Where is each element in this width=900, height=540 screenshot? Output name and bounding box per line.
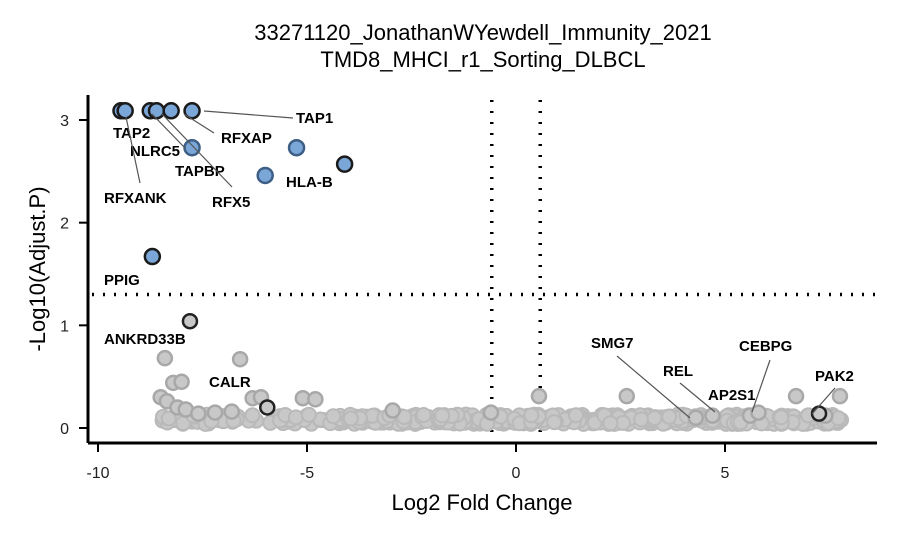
- nonsignificant-point: [434, 407, 451, 424]
- significant-points: [112, 102, 354, 266]
- y-tick-label: 2: [60, 216, 69, 233]
- significant-point: [116, 102, 134, 120]
- significant-point-rfxap: [162, 102, 180, 120]
- nonsignificant-point: [244, 407, 261, 424]
- x-tick-label: 5: [721, 465, 730, 482]
- label-connector: [679, 382, 716, 413]
- gene-label-pak2: PAK2: [815, 368, 854, 385]
- significant-point: [335, 155, 354, 173]
- nonsignificant-points: [152, 312, 850, 432]
- gene-label-cebpg: CEBPG: [739, 338, 792, 355]
- nonsignificant-point: [787, 387, 805, 405]
- labeled-point-rel: [704, 407, 721, 424]
- significant-point: [287, 138, 306, 157]
- significant-point-hla-b: [256, 166, 274, 185]
- nonsignificant-point: [415, 406, 432, 423]
- nonsignificant-point: [223, 403, 241, 420]
- label-connector: [203, 110, 294, 119]
- nonsignificant-point: [231, 350, 249, 368]
- nonsignificant-point: [173, 373, 190, 391]
- labeled-point-ankrd33b: [181, 312, 199, 330]
- nonsignificant-point: [160, 410, 177, 427]
- label-connector: [751, 359, 771, 413]
- labeled-point-calr: [259, 399, 276, 416]
- gene-label-rfx5: RFX5: [212, 194, 250, 211]
- gene-label-hla-b: HLA-B: [286, 174, 333, 191]
- nonsignificant-point: [546, 414, 563, 431]
- label-connector: [161, 113, 233, 188]
- x-tick-label: 0: [512, 465, 521, 482]
- label-connector: [151, 113, 186, 149]
- gene-label-rfxank: RFXANK: [104, 190, 167, 207]
- chart-title: 33271120_JonathanWYewdell_Immunity_2021: [254, 20, 711, 45]
- nonsignificant-point: [830, 410, 847, 427]
- label-connector: [183, 113, 215, 134]
- nonsignificant-point: [206, 404, 224, 421]
- nonsignificant-point: [646, 410, 663, 427]
- gene-label-rel: REL: [663, 363, 693, 380]
- nonsignificant-point: [307, 391, 324, 408]
- significant-point-ppig: [143, 247, 162, 266]
- labeled-point-smg7: [687, 409, 704, 426]
- nonsignificant-point: [300, 406, 317, 423]
- gene-label-smg7: SMG7: [591, 335, 634, 352]
- nonsignificant-point: [618, 387, 636, 405]
- nonsignificant-point: [482, 404, 500, 421]
- axis-ticks: -10 -5 0 5 0 1 2 3: [60, 113, 729, 482]
- label-connector: [811, 387, 836, 415]
- nonsignificant-point: [567, 407, 584, 424]
- gene-labels: TAP2NLRC5RFXAPTAP1TAPBPHLA-BPPIGANKRD33B…: [104, 110, 854, 419]
- nonsignificant-point: [530, 387, 548, 405]
- labeled-point-cebpg: [750, 404, 767, 421]
- nonsignificant-point: [342, 410, 359, 427]
- nonsignificant-point: [523, 407, 540, 424]
- significant-point-tapbp: [183, 138, 201, 157]
- y-tick-label: 0: [60, 421, 69, 438]
- x-tick-label: -5: [300, 465, 314, 482]
- nonsignificant-point: [602, 415, 619, 432]
- gene-label-rfxap: RFXAP: [221, 130, 272, 147]
- significant-point-tap1: [183, 102, 201, 120]
- y-tick-label: 1: [60, 318, 69, 335]
- nonsignificant-point: [633, 411, 650, 428]
- x-axis-title: Log2 Fold Change: [391, 490, 572, 515]
- gene-label-ppig: PPIG: [104, 272, 140, 289]
- nonsignificant-point: [156, 349, 174, 367]
- nonsignificant-point: [384, 402, 401, 419]
- threshold-lines: [92, 100, 877, 440]
- nonsignificant-point: [831, 387, 849, 405]
- label-connector: [616, 355, 691, 419]
- label-connector: [125, 116, 141, 184]
- nonsignificant-point: [287, 409, 304, 426]
- significant-point-nlrc5: [147, 102, 166, 120]
- y-tick-label: 3: [60, 113, 69, 130]
- y-axis-title: -Log10(Adjust.P): [25, 186, 50, 351]
- gene-label-ankrd33b: ANKRD33B: [104, 331, 186, 348]
- gene-label-nlrc5: NLRC5: [130, 143, 180, 160]
- nonsignificant-point: [661, 408, 678, 425]
- labeled-point-pak2: [810, 405, 828, 422]
- nonsignificant-point: [773, 409, 790, 426]
- nonsignificant-point: [190, 405, 207, 422]
- chart-subtitle: TMD8_MHCI_r1_Sorting_DLBCL: [320, 47, 645, 72]
- gene-label-tap2: TAP2: [113, 125, 150, 142]
- x-tick-label: -10: [86, 465, 109, 482]
- nonsignificant-point: [325, 408, 342, 425]
- gene-label-calr: CALR: [209, 374, 251, 391]
- gene-label-ap2s1: AP2S1: [708, 387, 756, 404]
- gene-label-tap1: TAP1: [296, 110, 333, 127]
